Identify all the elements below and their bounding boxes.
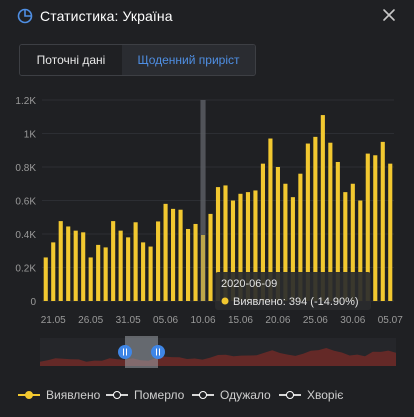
- bar: [388, 163, 393, 301]
- bar: [380, 141, 385, 301]
- bar: [200, 235, 206, 301]
- chart-legend: Виявлено Померло Одужало Хворіє: [0, 388, 414, 408]
- legend-swatch-icon: [18, 390, 40, 400]
- bar: [298, 173, 303, 301]
- bar: [171, 208, 176, 301]
- bar: [185, 228, 191, 301]
- legend-label: Виявлено: [46, 388, 101, 402]
- legend-item-deaths[interactable]: Померло: [106, 388, 184, 402]
- minimap-window[interactable]: [118, 336, 165, 368]
- minimap-left-handle[interactable]: [118, 345, 132, 359]
- daily-growth-chart[interactable]: 0 0.2K 0.4K 0.6K 0.8K 1K 1.2K 21.05 26.05 31.05 0…: [0, 88, 414, 383]
- x-tick-label: 21.05: [41, 315, 66, 326]
- x-tick-label: 15.06: [228, 315, 253, 326]
- bar: [350, 183, 355, 301]
- bar: [43, 257, 48, 301]
- bar: [268, 138, 273, 301]
- y-tick-label: 0.2K: [15, 264, 36, 275]
- x-tick-label: 20.06: [265, 315, 290, 326]
- x-tick-label: 31.05: [116, 315, 141, 326]
- handle-knob: [151, 345, 165, 359]
- bar: [58, 221, 63, 301]
- tooltip-value: Виявлено: 394 (-14.90%): [233, 296, 359, 308]
- bar: [290, 197, 295, 301]
- bar: [193, 223, 198, 301]
- bar: [283, 183, 288, 301]
- legend-swatch-icon: [106, 390, 128, 400]
- bar: [365, 153, 370, 301]
- tooltip-box: [215, 272, 372, 310]
- handle-knob: [118, 345, 132, 359]
- y-tick-label: 0.8K: [15, 163, 36, 174]
- y-tick-label: 0.6K: [15, 197, 36, 208]
- bar: [215, 187, 221, 301]
- tooltip: 2020-06-09 Виявлено: 394 (-14.90%): [215, 272, 372, 310]
- panel-title: Статистика: Україна: [40, 8, 173, 24]
- bar: [223, 185, 228, 301]
- bar: [230, 200, 236, 301]
- x-tick-label: 05.06: [153, 315, 178, 326]
- pie-chart-icon: [17, 8, 33, 24]
- panel-header: Статистика: Україна: [0, 0, 414, 32]
- minimap-right-handle[interactable]: [151, 345, 165, 359]
- bar: [245, 192, 251, 301]
- tooltip-date: 2020-06-09: [221, 278, 277, 290]
- bar: [126, 237, 131, 301]
- tab-daily-growth[interactable]: Щоденний приріст: [122, 45, 255, 75]
- bar: [88, 257, 93, 301]
- bar: [238, 193, 243, 301]
- x-tick-label: 25.06: [303, 315, 328, 326]
- x-tick-label: 30.06: [340, 315, 365, 326]
- bar: [66, 226, 71, 301]
- x-tick-label: 05.07: [378, 315, 403, 326]
- bar: [178, 209, 183, 301]
- bar: [275, 167, 280, 301]
- bar: [81, 232, 86, 301]
- bar: [148, 246, 153, 301]
- legend-swatch-icon: [192, 390, 214, 400]
- bar: [335, 161, 340, 301]
- bar: [73, 230, 78, 301]
- y-tick-label: 1.2K: [15, 96, 36, 107]
- legend-label: Одужало: [220, 388, 271, 402]
- bar: [208, 213, 213, 301]
- legend-item-recovered[interactable]: Одужало: [192, 388, 271, 402]
- tab-current-data[interactable]: Поточні дані: [20, 45, 122, 75]
- x-tick-label: 26.05: [78, 315, 103, 326]
- x-tick-label: 10.06: [191, 315, 216, 326]
- y-tick-label: 1K: [24, 130, 37, 141]
- bar: [313, 136, 318, 301]
- bar: [328, 142, 333, 301]
- y-tick-label: 0.4K: [15, 230, 36, 241]
- y-tick-label: 0: [30, 297, 36, 308]
- legend-label: Хворіє: [307, 388, 344, 402]
- bar: [358, 200, 363, 301]
- bar: [343, 192, 348, 301]
- tab-switcher: Поточні дані Щоденний приріст: [19, 44, 256, 76]
- legend-item-detected[interactable]: Виявлено: [18, 388, 100, 402]
- bar: [163, 203, 168, 301]
- bar: [111, 221, 116, 301]
- bar: [103, 247, 108, 301]
- bar: [118, 230, 123, 301]
- close-icon[interactable]: [380, 6, 398, 24]
- bar: [320, 115, 325, 301]
- bar: [373, 155, 378, 301]
- bar: [253, 190, 258, 301]
- tooltip-dot-icon: [221, 297, 229, 305]
- bar: [51, 242, 56, 301]
- bar: [305, 143, 310, 301]
- legend-item-sick[interactable]: Хворіє: [279, 388, 343, 402]
- bar: [141, 242, 146, 301]
- selection-highlight: [200, 100, 206, 301]
- legend-label: Померло: [134, 388, 185, 402]
- bar: [156, 221, 161, 301]
- legend-swatch-icon: [279, 390, 301, 400]
- bar: [133, 222, 138, 301]
- bar: [260, 163, 265, 301]
- bar: [96, 244, 101, 301]
